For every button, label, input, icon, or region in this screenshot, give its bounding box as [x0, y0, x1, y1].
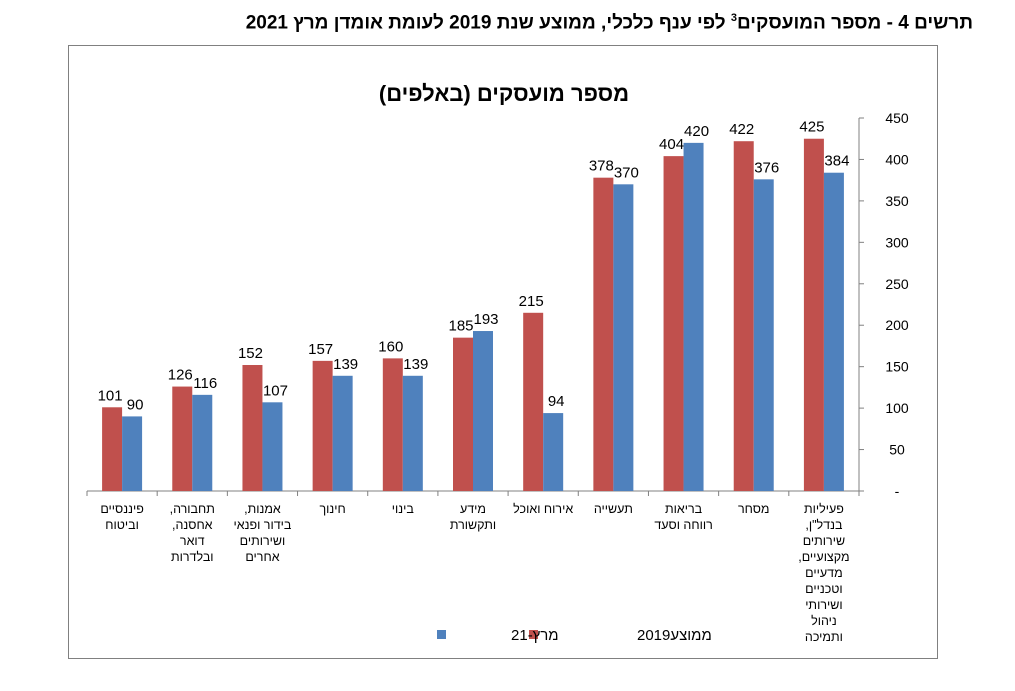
bar-value-label: 404: [659, 136, 684, 153]
bar-mar21: [122, 416, 143, 491]
category-label: מידע ותקשורת: [450, 502, 496, 532]
employment-bar-chart: מספר מועסקים (באלפים) - 50 100 150 200 250 300 3…: [86, 81, 909, 644]
legend-label-mar21: מרץ-21: [511, 627, 559, 644]
bar-avg2019: [312, 360, 333, 491]
bar-value-label: 425: [799, 119, 824, 136]
category-label: תחבורה, אחסנה, דואר ובלדרות: [170, 502, 215, 564]
bar-value-label: 139: [333, 356, 358, 373]
bar-value-label: 94: [548, 393, 565, 410]
category-label: בינוי: [392, 502, 415, 516]
category-label: חינוך: [320, 502, 346, 516]
bar-avg2019: [733, 141, 754, 491]
bar-value-label: 116: [193, 375, 217, 392]
category-label: פעיליות בנדל"ן, שירותים מקצועיים, מדעיים וטכנ…: [798, 502, 849, 644]
bar-mar21: [332, 375, 353, 491]
category-label: תעשייה: [594, 502, 633, 516]
y-tick-label: 100: [885, 400, 909, 416]
bar-avg2019: [803, 138, 824, 491]
bar-avg2019: [382, 358, 403, 491]
bar-avg2019: [242, 365, 263, 491]
y-tick-label: 450: [885, 110, 909, 126]
bar-value-label: 107: [263, 382, 288, 399]
bar-mar21: [823, 172, 844, 491]
bar-value-label: 157: [308, 341, 333, 358]
bar-value-label: 152: [238, 345, 263, 362]
y-tick-label: 150: [885, 359, 909, 375]
bar-mar21: [192, 394, 213, 491]
category-label: מסחר: [738, 502, 770, 516]
category-label: פיננסיים וביטוח: [100, 502, 144, 532]
bar-value-label: 90: [127, 396, 144, 413]
category-label: אמנות, בידור ופנאי ושירותים אחרים: [234, 502, 292, 564]
y-tick-label: 50: [889, 442, 905, 458]
bar-avg2019: [663, 156, 684, 491]
y-tick-label: 400: [885, 151, 909, 167]
bar-avg2019: [102, 407, 123, 491]
chart-frame: מספר מועסקים (באלפים) - 50 100 150 200 250 300 3…: [68, 45, 938, 659]
bar-value-label: 376: [754, 159, 779, 176]
bar-value-label: 384: [824, 153, 849, 170]
page-title: תרשים 4 - מספר המועסקים3 לפי ענף כלכלי, …: [246, 12, 973, 34]
y-tick-label: -: [895, 483, 900, 499]
category-label: בריאות רווחה וסעד: [654, 502, 712, 532]
bar-mar21: [402, 375, 423, 491]
bar-avg2019: [593, 177, 614, 491]
bar-value-label: 101: [98, 387, 123, 404]
bar-mar21: [262, 402, 283, 491]
page-title-footnote: 3: [730, 12, 737, 24]
bar-mar21: [473, 331, 493, 491]
bar-avg2019: [523, 312, 544, 491]
bar-value-label: 420: [684, 123, 709, 140]
bar-avg2019: [172, 386, 193, 491]
y-tick-label: 350: [885, 193, 909, 209]
bar-mar21: [753, 179, 774, 492]
bar-avg2019: [453, 337, 473, 491]
legend-swatch-avg2019: [529, 630, 538, 639]
legend-swatch-mar21: [437, 630, 446, 639]
bar-value-label: 215: [519, 293, 544, 310]
bar-value-label: 193: [473, 311, 498, 328]
bar-value-label: 126: [168, 367, 193, 384]
bar-mar21: [543, 413, 564, 491]
legend-label-avg2019: ממוצע2019: [637, 627, 712, 644]
y-tick-label: 300: [885, 234, 909, 250]
y-tick-label: 250: [885, 276, 909, 292]
category-label: אירוח ואוכל: [513, 502, 573, 516]
bar-mar21: [683, 142, 704, 491]
page-title-main: תרשים 4 - מספר המועסקים: [737, 12, 973, 34]
bar-value-label: 378: [589, 158, 614, 175]
bar-value-label: 185: [448, 318, 473, 335]
bar-mar21: [613, 184, 634, 492]
bar-value-label: 160: [378, 338, 403, 355]
y-tick-label: 200: [885, 317, 909, 333]
bar-value-label: 422: [729, 121, 754, 138]
bar-value-label: 370: [614, 164, 639, 181]
bar-value-label: 139: [403, 356, 428, 373]
chart-title: מספר מועסקים (באלפים): [379, 81, 629, 106]
page-title-rest: לפי ענף כלכלי, ממוצע שנת 2019 לעומת אומד…: [245, 12, 731, 34]
